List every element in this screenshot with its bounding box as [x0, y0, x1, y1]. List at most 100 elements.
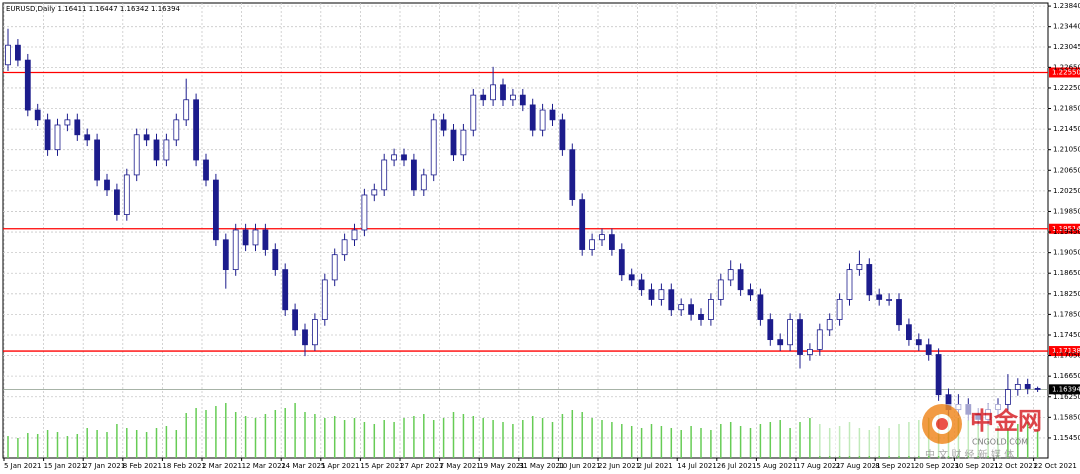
x-tick-label: 17 Aug 2021: [796, 462, 841, 470]
candle-body: [915, 339, 922, 346]
y-tick-label: 1.15850: [1053, 413, 1080, 421]
candle-body: [717, 279, 724, 300]
x-tick-label: 10 Jun 2021: [558, 462, 600, 470]
candle-body: [876, 294, 883, 300]
candle-body: [648, 289, 655, 300]
y-tick-label: 1.15450: [1053, 434, 1080, 442]
candle-body: [5, 44, 11, 66]
x-tick-label: 19 May 2021: [479, 462, 525, 470]
y-tick-label: 1.20650: [1053, 166, 1080, 174]
candle-body: [84, 134, 91, 141]
candle-body: [74, 119, 81, 136]
watermark-logo: [936, 418, 948, 430]
x-tick-label: 30 Sep 2021: [954, 462, 998, 470]
x-tick-label: 12 Mar 2021: [242, 462, 286, 470]
candle-body: [906, 324, 912, 341]
candle-body: [866, 264, 873, 296]
candle-body: [787, 319, 793, 346]
candle-body: [173, 119, 180, 141]
x-tick-label: 2 Jul 2021: [638, 462, 673, 470]
axis: 1.23840 1.23440 1.23045 1.22650 1.22250 1.218…: [3, 2, 1080, 470]
y-tick-label: 1.17850: [1053, 310, 1080, 318]
candle-body: [203, 159, 209, 181]
candle-body: [262, 229, 269, 250]
candle-body: [302, 329, 308, 346]
candle-body: [826, 319, 833, 331]
y-tick-label: 1.18250: [1053, 290, 1080, 298]
candle-body: [163, 139, 170, 161]
y-tick-label: 1.17050: [1053, 352, 1080, 360]
y-tick-label: 1.21850: [1053, 105, 1080, 113]
candle-body: [450, 129, 457, 156]
candle-body: [14, 44, 21, 61]
candle-body: [193, 99, 200, 161]
candle-body: [1034, 388, 1041, 390]
candle-body: [529, 104, 536, 131]
candle-body: [1014, 383, 1021, 390]
x-tick-label: 26 Jul 2021: [717, 462, 757, 470]
x-tick-label: 31 May 2021: [519, 462, 565, 470]
candle-body: [391, 154, 398, 161]
candle-body: [698, 313, 704, 320]
candle-body: [490, 84, 497, 101]
candle-body: [361, 194, 368, 231]
candle-body: [1005, 389, 1011, 405]
candle-body: [282, 269, 289, 311]
candle-body: [410, 159, 417, 191]
level-label-bg: [1049, 346, 1080, 357]
candle-body: [519, 94, 526, 106]
x-tick-label: 27 Apr 2021: [400, 462, 443, 470]
x-tick-label: 8 Sep 2021: [875, 462, 915, 470]
x-tick-label: 27 Jan 2021: [83, 462, 125, 470]
level-label: 1.17138: [1052, 347, 1080, 355]
y-tick-label: 1.16250: [1053, 393, 1080, 401]
candle-body: [232, 229, 239, 271]
candle-body: [777, 339, 784, 346]
candle-body: [114, 189, 120, 215]
candle-body: [341, 239, 348, 256]
candle-body: [401, 154, 407, 161]
candle-body: [856, 264, 863, 271]
candle-body: [678, 304, 685, 311]
candle-body: [836, 299, 843, 320]
x-tick-label: 12 Oct 2021: [994, 462, 1037, 470]
candle-body: [609, 234, 615, 250]
watermark: 中金网 CNGOLD.COM 中 文 财 经 新 媒 体: [815, 404, 1042, 461]
chart-title: EURUSD,Daily 1.16411 1.16447 1.16342 1.1…: [6, 5, 181, 13]
x-tick-label: 18 Feb 2021: [162, 462, 206, 470]
candle-body: [420, 174, 427, 191]
level-label: 1.22550: [1052, 68, 1080, 76]
candle-body: [54, 124, 61, 151]
y-tick-label: 1.18650: [1053, 269, 1080, 277]
y-tick-label: 1.19850: [1053, 207, 1080, 215]
candle-body: [807, 348, 813, 355]
candle-body: [935, 354, 942, 396]
y-tick-label: 1.20250: [1053, 187, 1080, 195]
candle-body: [104, 179, 110, 191]
y-tick-label: 1.17450: [1053, 331, 1080, 339]
candle-body: [44, 119, 51, 151]
watermark-slogan: 中 文 财 经 新 媒 体: [925, 448, 1014, 461]
y-tick-label: 1.19050: [1053, 249, 1080, 257]
y-tick-label: 1.23440: [1053, 23, 1080, 31]
watermark-bg: [815, 404, 1005, 456]
candle-body: [24, 59, 31, 111]
x-tick-label: 8 Feb 2021: [123, 462, 162, 470]
candle-body: [816, 329, 823, 350]
candle-body: [539, 109, 546, 131]
candle-body: [589, 239, 595, 250]
candle-body: [549, 109, 556, 121]
watermark-brand: 中金网: [970, 407, 1042, 435]
candle-body: [896, 299, 902, 326]
y-tick-label: 1.21050: [1053, 146, 1080, 154]
candle-body: [1024, 383, 1031, 389]
candle-body: [430, 119, 437, 176]
x-tick-label: 24 Mar 2021: [281, 462, 325, 470]
candle-body: [252, 229, 259, 246]
candle-body: [767, 319, 774, 341]
y-tick-label: 1.23840: [1053, 2, 1080, 10]
candle-body: [123, 174, 130, 215]
candle-body: [658, 289, 665, 300]
candle-body: [579, 199, 586, 250]
